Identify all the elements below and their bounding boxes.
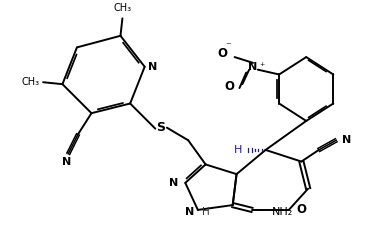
Text: ⁻: ⁻ xyxy=(225,41,231,51)
Text: H: H xyxy=(202,207,210,217)
Text: NH₂: NH₂ xyxy=(271,207,293,217)
Text: S: S xyxy=(157,121,166,134)
Text: CH₃: CH₃ xyxy=(113,2,132,12)
Text: O: O xyxy=(225,80,235,92)
Text: O: O xyxy=(296,204,307,216)
Text: H: H xyxy=(234,145,242,155)
Text: N: N xyxy=(62,156,71,166)
Text: N: N xyxy=(169,178,178,188)
Text: N: N xyxy=(248,62,258,72)
Text: N: N xyxy=(148,62,157,72)
Text: CH₃: CH₃ xyxy=(21,77,39,87)
Text: N: N xyxy=(185,207,194,217)
Text: N: N xyxy=(342,135,351,145)
Text: ⁺: ⁺ xyxy=(260,62,265,72)
Text: O: O xyxy=(217,47,227,60)
